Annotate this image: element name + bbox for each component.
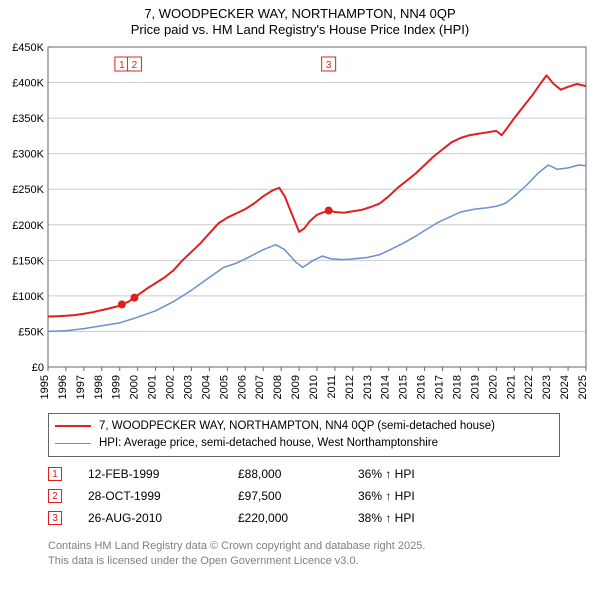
event-delta: 38% ↑ HPI [358,511,560,525]
svg-text:2: 2 [132,60,138,71]
svg-text:2014: 2014 [380,375,392,399]
title-main: 7, WOODPECKER WAY, NORTHAMPTON, NN4 0QP [0,6,600,22]
svg-text:2008: 2008 [272,375,284,399]
title-sub: Price paid vs. HM Land Registry's House … [0,22,600,38]
event-delta: 36% ↑ HPI [358,489,560,503]
event-marker-2: 2 [48,489,62,503]
svg-text:2006: 2006 [236,375,248,399]
footer-line-1: Contains HM Land Registry data © Crown c… [48,539,560,554]
event-price: £220,000 [238,511,358,525]
legend-label: 7, WOODPECKER WAY, NORTHAMPTON, NN4 0QP … [99,418,495,435]
svg-text:£0: £0 [32,362,44,374]
svg-text:2005: 2005 [218,375,230,399]
svg-text:£100K: £100K [12,290,44,302]
event-marker-3: 3 [48,511,62,525]
svg-text:2013: 2013 [362,375,374,399]
svg-text:2001: 2001 [147,375,159,399]
svg-text:2015: 2015 [398,375,410,399]
svg-text:2002: 2002 [165,375,177,399]
chart-container: 7, WOODPECKER WAY, NORTHAMPTON, NN4 0QP … [0,0,600,569]
svg-text:2023: 2023 [541,375,553,399]
svg-text:2010: 2010 [308,375,320,399]
svg-text:1: 1 [119,60,125,71]
svg-text:£300K: £300K [12,148,44,160]
svg-text:2007: 2007 [254,375,266,399]
svg-text:2003: 2003 [182,375,194,399]
event-price: £97,500 [238,489,358,503]
event-delta: 36% ↑ HPI [358,467,560,481]
svg-text:2019: 2019 [469,375,481,399]
event-row: 1 12-FEB-1999£88,00036% ↑ HPI [48,463,560,485]
svg-text:2009: 2009 [290,375,302,399]
svg-text:1997: 1997 [75,375,87,399]
event-marker-1: 1 [48,467,62,481]
sale-dot-1 [118,300,126,308]
chart-area: £0 £50K £100K £150K £200K £250K £300K £350K £400… [0,39,600,409]
footer: Contains HM Land Registry data © Crown c… [48,539,560,569]
svg-text:2017: 2017 [434,375,446,399]
svg-text:2021: 2021 [505,375,517,399]
svg-text:£150K: £150K [12,255,44,267]
svg-text:£200K: £200K [12,219,44,231]
series-hpi [48,165,586,331]
svg-text:3: 3 [326,60,332,71]
svg-text:£400K: £400K [12,77,44,89]
event-date: 26-AUG-2010 [88,511,238,525]
svg-text:£350K: £350K [12,113,44,125]
svg-text:2012: 2012 [344,375,356,399]
svg-text:£450K: £450K [12,42,44,54]
svg-text:1998: 1998 [93,375,105,399]
legend-label: HPI: Average price, semi-detached house,… [99,435,438,452]
legend-swatch [55,425,91,427]
series-price_paid [48,75,586,316]
svg-text:2025: 2025 [577,375,589,399]
svg-text:2018: 2018 [451,375,463,399]
sale-dot-2 [130,293,138,301]
event-date: 12-FEB-1999 [88,467,238,481]
footer-line-2: This data is licensed under the Open Gov… [48,554,560,569]
svg-text:2004: 2004 [200,375,212,399]
legend-item: 7, WOODPECKER WAY, NORTHAMPTON, NN4 0QP … [55,418,553,435]
legend-item: HPI: Average price, semi-detached house,… [55,435,553,452]
svg-text:£50K: £50K [18,326,44,338]
chart-svg: £0 £50K £100K £150K £200K £250K £300K £350K £400… [0,39,600,409]
svg-text:1995: 1995 [39,375,51,399]
svg-text:£250K: £250K [12,184,44,196]
sale-dot-3 [325,206,333,214]
legend-swatch [55,443,91,444]
event-date: 28-OCT-1999 [88,489,238,503]
svg-text:2016: 2016 [416,375,428,399]
event-row: 3 26-AUG-2010£220,00038% ↑ HPI [48,507,560,529]
legend: 7, WOODPECKER WAY, NORTHAMPTON, NN4 0QP … [48,413,560,458]
event-price: £88,000 [238,467,358,481]
sale-events-table: 1 12-FEB-1999£88,00036% ↑ HPI 2 28-OCT-1999… [48,463,560,529]
svg-text:2020: 2020 [487,375,499,399]
svg-text:2022: 2022 [523,375,535,399]
svg-text:1999: 1999 [111,375,123,399]
svg-text:1996: 1996 [57,375,69,399]
svg-text:2000: 2000 [129,375,141,399]
svg-text:2024: 2024 [559,375,571,399]
svg-text:2011: 2011 [326,375,338,399]
event-row: 2 28-OCT-1999£97,50036% ↑ HPI [48,485,560,507]
titles: 7, WOODPECKER WAY, NORTHAMPTON, NN4 0QP … [0,0,600,39]
